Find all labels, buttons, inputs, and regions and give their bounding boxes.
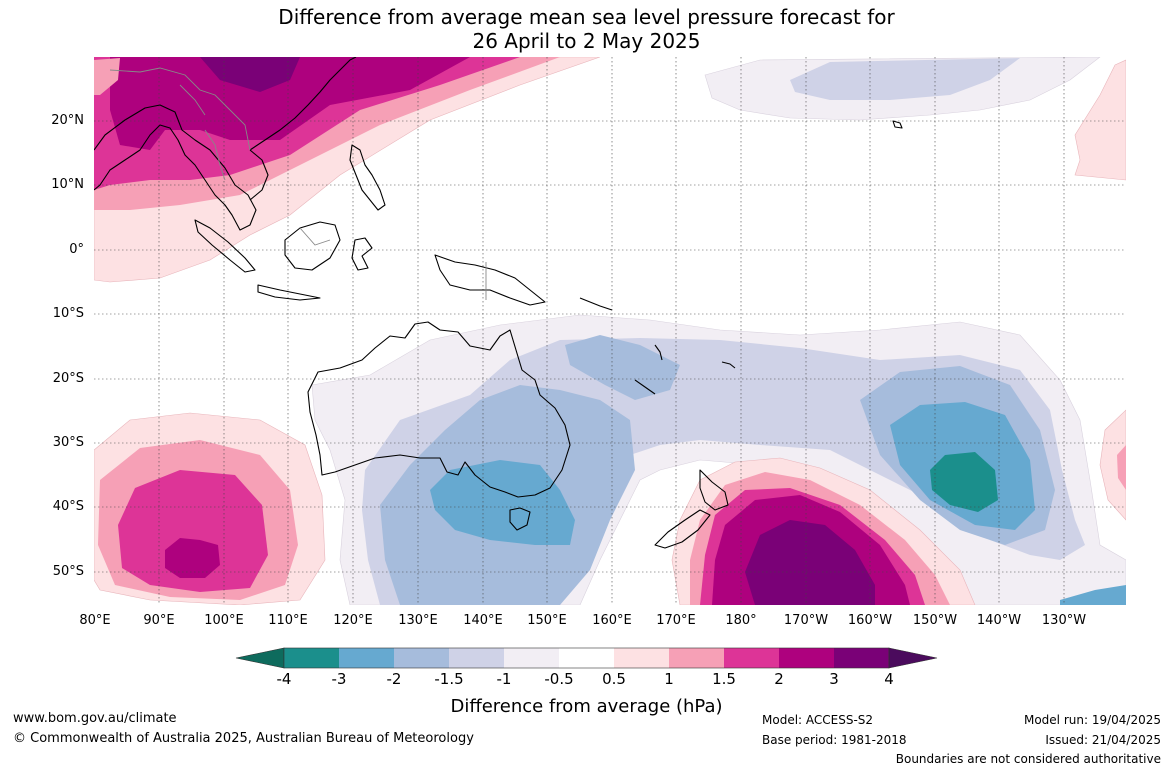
new-guinea-coastline bbox=[434, 254, 546, 306]
colorbar-swatch-8 bbox=[669, 648, 724, 668]
disclaimer-text: Boundaries are not considered authoritat… bbox=[895, 752, 1161, 766]
colorbar-tick: 1.5 bbox=[712, 670, 736, 688]
colorbar-tick: -3 bbox=[331, 670, 347, 688]
fiji-coastline bbox=[721, 361, 736, 369]
colorbar-swatch-7 bbox=[614, 648, 669, 668]
new-caledonia-coastline bbox=[634, 379, 656, 395]
website-text: www.bom.gov.au/climate bbox=[13, 711, 177, 726]
lon-label-120e: 120°E bbox=[333, 613, 373, 628]
lon-label-90e: 90°E bbox=[143, 613, 175, 628]
colorbar-swatch-6 bbox=[559, 648, 614, 668]
lon-label-80e: 80°E bbox=[79, 613, 111, 628]
lon-label-100e: 100°E bbox=[204, 613, 244, 628]
colorbar-tick: 1 bbox=[664, 670, 674, 688]
lon-label-110e: 110°E bbox=[268, 613, 308, 628]
solomon-islands-coastline bbox=[579, 297, 613, 311]
country-boundaries bbox=[109, 67, 487, 300]
lon-label-150e: 150°E bbox=[527, 613, 567, 628]
colorbar-over-arrow bbox=[888, 647, 938, 669]
negative-anomaly-north-pacific bbox=[704, 57, 1101, 121]
lat-label-20s: 20°S bbox=[52, 371, 84, 386]
asia-mainland-coastline bbox=[94, 104, 257, 231]
lat-label-10s: 10°S bbox=[52, 306, 84, 321]
copyright-text: © Commonwealth of Australia 2025, Austra… bbox=[13, 731, 474, 746]
colorbar-swatch-9 bbox=[724, 648, 779, 668]
model-run-text: Model run: 19/04/2025 bbox=[1023, 713, 1161, 727]
colorbar-swatch-1 bbox=[284, 648, 339, 668]
lon-label-130w: 130°W bbox=[1041, 613, 1087, 628]
sulawesi-coastline bbox=[351, 237, 373, 271]
vietnam-coastline bbox=[249, 149, 269, 201]
colorbar-tick: 3 bbox=[829, 670, 839, 688]
positive-anomaly-indian-ocean bbox=[94, 412, 326, 605]
colorbar-under-arrow bbox=[235, 647, 285, 669]
colorbar-swatch-10 bbox=[779, 648, 834, 668]
map-gridlines bbox=[94, 57, 1126, 605]
model-text: Model: ACCESS-S2 bbox=[762, 713, 874, 727]
issued-text: Issued: 21/04/2025 bbox=[1045, 733, 1161, 747]
colorbar-label: Difference from average (hPa) bbox=[450, 696, 723, 717]
colorbar-frame bbox=[283, 647, 890, 669]
colorbar-tick: -4 bbox=[276, 670, 292, 688]
colorbar-swatch-2 bbox=[339, 648, 394, 668]
colorbar-swatch-3 bbox=[394, 648, 449, 668]
lon-label-130e: 130°E bbox=[398, 613, 438, 628]
lon-label-150w: 150°W bbox=[912, 613, 958, 628]
colorbar-tick: 4 bbox=[884, 670, 894, 688]
colorbar-tick: -1.5 bbox=[434, 670, 464, 688]
chart-title-line-1: Difference from average mean sea level p… bbox=[278, 5, 895, 29]
positive-anomaly-east-pacific bbox=[1074, 59, 1126, 521]
lat-label-30s: 30°S bbox=[52, 435, 84, 450]
australia-coastline bbox=[307, 321, 571, 498]
borneo-coastline bbox=[284, 221, 341, 271]
colorbar-tick: -1 bbox=[496, 670, 512, 688]
new-zealand-north-coastline bbox=[699, 469, 729, 511]
colorbar-tick: -0.5 bbox=[544, 670, 574, 688]
new-zealand-south-coastline bbox=[654, 509, 711, 549]
vanuatu-coastline bbox=[654, 344, 663, 361]
philippines-coastline bbox=[349, 144, 386, 211]
lon-label-160e: 160°E bbox=[592, 613, 632, 628]
sumatra-coastline bbox=[194, 219, 256, 273]
lon-label-140e: 140°E bbox=[463, 613, 503, 628]
colorbar-tick: -2 bbox=[386, 670, 402, 688]
lat-label-40s: 40°S bbox=[52, 499, 84, 514]
lon-label-170w: 170°W bbox=[783, 613, 829, 628]
lon-label-160w: 160°W bbox=[847, 613, 893, 628]
positive-anomaly-south-of-new-zealand bbox=[671, 457, 976, 605]
colorbar-tick: 2 bbox=[774, 670, 784, 688]
lat-label-20n: 20°N bbox=[51, 113, 84, 128]
colorbar-swatch-11 bbox=[834, 648, 889, 668]
lat-label-0: 0° bbox=[69, 242, 84, 257]
lat-label-10n: 10°N bbox=[51, 177, 84, 192]
lon-label-180: 180° bbox=[725, 613, 757, 628]
java-coastline bbox=[257, 284, 321, 301]
colorbar bbox=[235, 647, 938, 669]
lat-label-50s: 50°S bbox=[52, 564, 84, 579]
hawaii-coastline bbox=[892, 120, 903, 129]
chart-title-line-2: 26 April to 2 May 2025 bbox=[472, 29, 701, 53]
base-period-text: Base period: 1981-2018 bbox=[762, 733, 907, 747]
coastlines bbox=[94, 57, 903, 549]
colorbar-swatch-4 bbox=[449, 648, 504, 668]
lon-label-140w: 140°W bbox=[976, 613, 1022, 628]
anomaly-fill-layer bbox=[94, 57, 1126, 605]
colorbar-tick: 0.5 bbox=[602, 670, 626, 688]
tasmania-coastline bbox=[509, 507, 531, 531]
china-coastline bbox=[249, 57, 357, 151]
lon-label-170e: 170°E bbox=[656, 613, 696, 628]
colorbar-swatch-5 bbox=[504, 648, 559, 668]
